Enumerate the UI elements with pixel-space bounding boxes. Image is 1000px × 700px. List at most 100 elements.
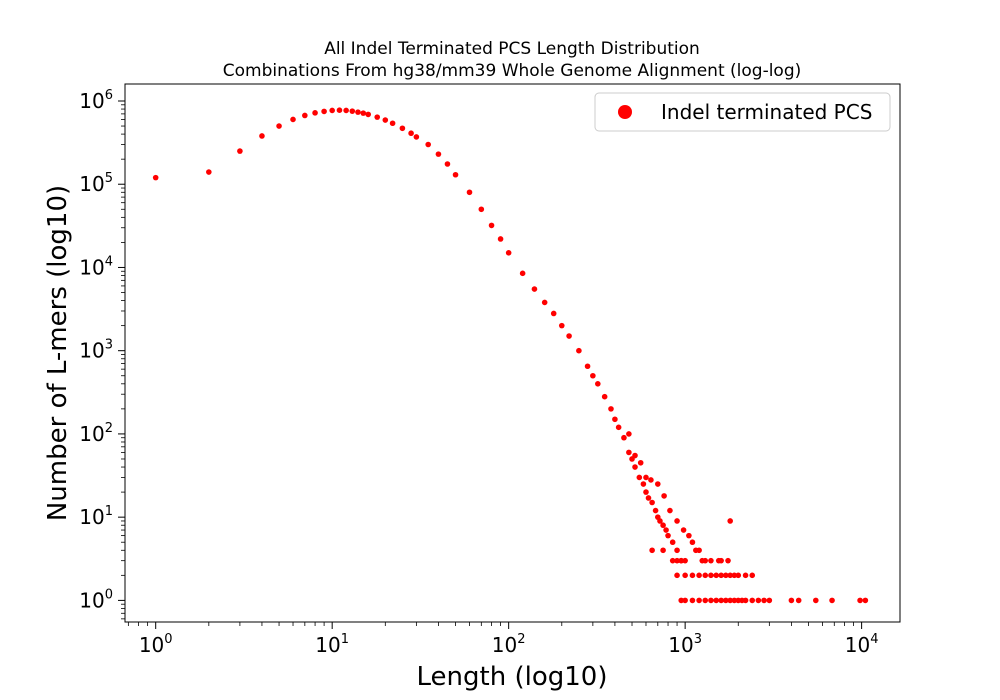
data-point: [643, 474, 649, 481]
data-point: [566, 333, 572, 339]
chart-subtitle: Combinations From hg38/mm39 Whole Genome…: [223, 61, 802, 81]
data-point: [312, 110, 318, 116]
data-point: [742, 597, 749, 604]
data-point: [674, 572, 680, 579]
data-point: [655, 481, 661, 487]
data-point: [682, 557, 688, 564]
data-point: [302, 112, 308, 119]
data-point: [519, 270, 526, 277]
data-point: [621, 434, 627, 441]
data-point: [612, 416, 618, 423]
data-point: [321, 108, 327, 115]
legend-marker: [618, 105, 632, 119]
x-axis: 100 101 102 103 104: [127, 622, 879, 657]
data-point: [713, 597, 720, 604]
data-point: [259, 133, 265, 139]
data-point: [435, 151, 442, 157]
data-point: [731, 597, 738, 604]
data-point: [755, 597, 762, 604]
data-point: [727, 572, 733, 579]
data-point: [640, 481, 647, 487]
data-point: [626, 449, 632, 456]
data-point: [661, 493, 667, 499]
data-point: [689, 597, 696, 604]
data-point: [669, 557, 676, 564]
x-axis-label: Length (log10): [417, 662, 608, 692]
data-point: [749, 572, 756, 579]
data-point: [626, 431, 632, 437]
data-point: [505, 250, 512, 256]
data-point: [657, 518, 663, 524]
data-point: [648, 477, 654, 483]
data-point: [382, 117, 389, 123]
data-point: [788, 597, 795, 604]
data-point: [497, 236, 504, 242]
data-point: [766, 597, 773, 604]
y-tick-label: 100: [79, 587, 113, 612]
data-point: [682, 597, 688, 604]
data-point: [689, 539, 696, 546]
data-point: [669, 539, 676, 546]
data-point: [365, 111, 372, 118]
data-point: [862, 597, 869, 604]
data-point: [727, 597, 733, 604]
data-point: [682, 572, 688, 579]
chart-title: All Indel Terminated PCS Length Distribu…: [324, 39, 700, 59]
data-point: [444, 161, 451, 167]
data-point: [590, 372, 596, 379]
data-point: [608, 406, 614, 412]
data-point: [558, 322, 565, 329]
data-point: [541, 299, 548, 306]
data-point: [643, 489, 649, 495]
data-point: [478, 206, 485, 213]
y-tick-label: 101: [79, 504, 113, 529]
data-point: [718, 557, 724, 564]
data-point: [723, 597, 729, 604]
data-point: [696, 547, 702, 554]
data-point: [663, 527, 669, 533]
data-point: [615, 424, 622, 431]
data-point: [680, 527, 687, 533]
data-point: [389, 120, 396, 127]
data-point: [360, 110, 367, 116]
data-point: [665, 532, 671, 539]
data-point: [632, 464, 638, 470]
data-point: [702, 597, 709, 604]
data-point: [584, 363, 591, 370]
data-point: [674, 557, 680, 564]
data-point: [550, 310, 557, 317]
data-point: [702, 557, 709, 564]
data-point: [702, 572, 709, 579]
data-point: [660, 522, 666, 529]
data-point: [649, 499, 655, 506]
data-point: [329, 107, 335, 114]
data-point: [696, 572, 702, 579]
data-point: [708, 572, 714, 579]
data-point: [727, 518, 733, 524]
legend: Indel terminated PCS: [594, 92, 891, 132]
data-point: [723, 572, 729, 579]
data-point: [349, 108, 356, 114]
data-point: [425, 141, 431, 148]
data-point: [645, 495, 652, 501]
data-point: [595, 381, 601, 387]
legend-label: Indel terminated PCS: [661, 100, 872, 124]
data-point: [206, 169, 212, 175]
data-point: [290, 116, 296, 123]
x-tick-label: 100: [139, 632, 173, 657]
x-tick-label: 102: [492, 632, 526, 657]
x-tick-label: 103: [668, 632, 702, 657]
data-point: [686, 532, 692, 539]
data-point: [829, 597, 835, 604]
x-tick-label: 104: [845, 632, 879, 657]
data-point: [452, 171, 459, 178]
data-point: [708, 557, 714, 564]
data-point: [813, 597, 819, 604]
data-point: [531, 286, 538, 292]
y-tick-label: 105: [79, 171, 113, 196]
y-tick-label: 106: [79, 88, 113, 113]
data-point: [649, 547, 655, 554]
data-point: [636, 474, 643, 481]
y-tick-label: 102: [79, 421, 113, 446]
